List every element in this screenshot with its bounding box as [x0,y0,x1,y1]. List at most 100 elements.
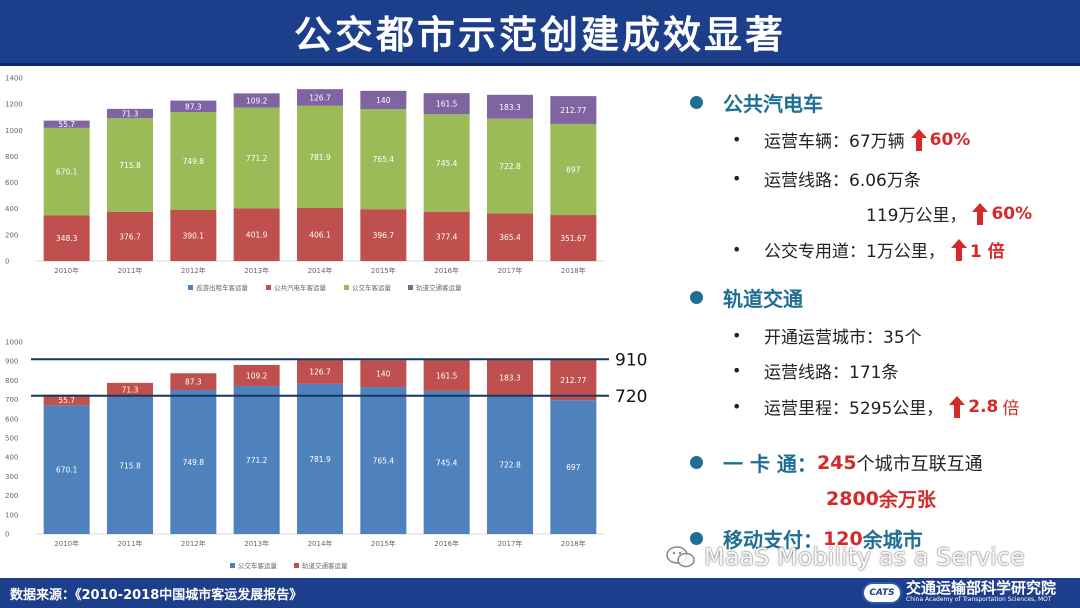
bottom-ytick-label: 800 [5,377,18,385]
bus-vehicles-pct: 60% [929,129,971,150]
bottom-bar-2 [423,359,470,391]
bottom-xtick-label: 2010年 [54,539,79,548]
bottom-legend-label: 公交车客运量 [238,561,278,570]
rail-routes-text: 运营线路：171条 [764,363,899,383]
top-bar-2 [360,109,407,210]
bottom-data-label: 670.1 [56,466,78,475]
top-data-label: 697 [566,165,581,174]
top-bar-1 [423,211,470,261]
bottom-legend-label: 轨道交通客运量 [302,561,348,570]
top-ytick-label: 1200 [5,101,23,109]
top-bar-1 [43,215,90,261]
rail-cities-item: • 开通运营城市：35个 [732,323,922,348]
bottom-bar-2 [360,360,407,388]
bottom-xtick-label: 2014年 [308,539,333,548]
bottom-bar-2 [297,359,343,384]
top-bar-3 [170,100,217,112]
bottom-data-label: 697 [566,463,581,472]
rail-routes-item: • 运营线路：171条 [732,358,898,383]
bottom-data-label: 55.7 [58,396,75,405]
top-bar-2 [107,118,153,212]
top-bar-2 [423,114,470,212]
bottom-xtick-label: 2013年 [244,539,269,548]
top-xtick-label: 2013年 [244,266,269,275]
bottom-xtick-label: 2011年 [118,539,143,548]
top-data-label: 87.3 [185,102,202,111]
top-data-label: 365.4 [499,233,521,242]
bullet-dot-icon [690,96,703,109]
bus-vehicles-text: 运营车辆：67万辆 [764,132,905,152]
bus-lanes-text: 公交专用道：1万公里， [764,242,945,262]
bottom-data-label: 715.8 [119,461,141,470]
bottom-bar-1 [487,395,533,534]
top-legend-label: 巡游出租车客运量 [196,283,249,292]
top-legend-label: 公共汽电车客运量 [274,283,327,292]
top-xtick-label: 2015年 [371,266,396,275]
top-data-label: 781.9 [309,153,331,162]
top-bar-3 [550,96,597,124]
top-data-label: 351.67 [560,234,586,243]
top-xtick-label: 2010年 [54,266,79,275]
top-data-label: 396.7 [373,231,395,240]
bottom-legend-swatch [294,563,299,568]
bottom-bar-1 [43,405,90,534]
bottom-xtick-label: 2016年 [434,539,459,548]
page-title: 公交都市示范创建成效显著 [293,13,786,57]
bottom-bar-1 [360,387,407,534]
bottom-ytick-label: 1000 [5,339,23,347]
bullet-icon: • [732,397,742,416]
stats-panel: 公共汽电车 • 运营车辆：67万辆 60% • 运营线路：6.06万条 119万… [690,80,1075,580]
bottom-xtick-label: 2012年 [181,539,206,548]
top-bar-1 [233,208,280,261]
bullet-icon: • [732,169,742,188]
bottom-bar-2 [107,382,153,397]
top-legend-swatch [266,285,271,290]
bottom-data-label: 161.5 [436,371,458,380]
bottom-bar-2 [487,360,533,396]
top-data-label: 71.3 [122,110,139,119]
bottom-ytick-label: 900 [5,358,18,366]
section-bus: 公共汽电车 [690,88,823,117]
top-data-label: 161.5 [436,100,458,109]
top-data-label: 183.3 [499,103,521,112]
card-cities-num: 245 [816,451,857,474]
up-arrow-icon [972,202,989,225]
bullet-icon: • [732,326,742,345]
top-legend-label: 公交车客运量 [352,283,392,292]
top-xtick-label: 2011年 [118,266,143,275]
bus-routes-text: 运营线路：6.06万条 [764,171,921,191]
top-legend-swatch [344,285,349,290]
chart-stacked-passenger-volume: 0 200 400 600 800 1000 1200 1400 348.3 670.1 55.7 2… [0,68,665,298]
bottom-data-label: 745.4 [436,458,458,467]
bottom-data-label: 71.3 [122,386,139,395]
top-bar-1 [550,215,597,261]
top-ytick-label: 1000 [5,127,23,135]
top-data-label: 126.7 [309,93,331,102]
top-bar-2 [43,127,90,216]
top-data-label: 722.8 [499,162,521,171]
top-xtick-label: 2014年 [308,266,333,275]
bottom-bar-1 [107,396,153,534]
bottom-data-label: 212.77 [560,376,586,385]
bottom-bar-2 [43,394,90,406]
top-ytick-label: 200 [5,231,18,239]
bullet-icon: • [732,361,742,380]
top-data-label: 55.7 [58,120,75,129]
bottom-xtick-label: 2015年 [371,539,396,548]
top-bar-2 [297,105,343,208]
bottom-xtick-label: 2017年 [498,539,523,548]
top-data-label: 212.77 [560,106,586,115]
bottom-data-label: 749.8 [183,458,205,467]
section-pay-title: 移动支付： [723,528,823,552]
top-bar-2 [233,107,280,209]
bus-vehicles-item: • 运营车辆：67万辆 60% [732,127,970,152]
card-cities-text: 个城市互联互通 [856,453,983,475]
org-name-cn: 交通运输部科学研究院 [906,579,1057,597]
bottom-bar-2 [170,373,217,391]
bullet-icon: • [732,130,742,149]
rail-mileage-num: 2.8 [968,396,999,417]
section-card: 一 卡 通： 245 个城市互联互通 [690,448,983,477]
bus-km-pct: 60% [991,203,1033,224]
top-ytick-label: 800 [5,153,18,161]
section-card-title: 一 卡 通： [723,452,817,476]
